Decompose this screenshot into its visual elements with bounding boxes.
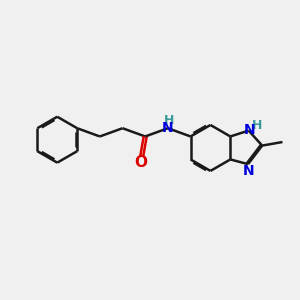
Text: H: H [251,119,262,132]
Text: O: O [134,155,148,170]
Text: N: N [162,121,174,135]
Text: H: H [164,114,174,127]
Text: N: N [243,164,255,178]
Text: N: N [244,123,255,137]
